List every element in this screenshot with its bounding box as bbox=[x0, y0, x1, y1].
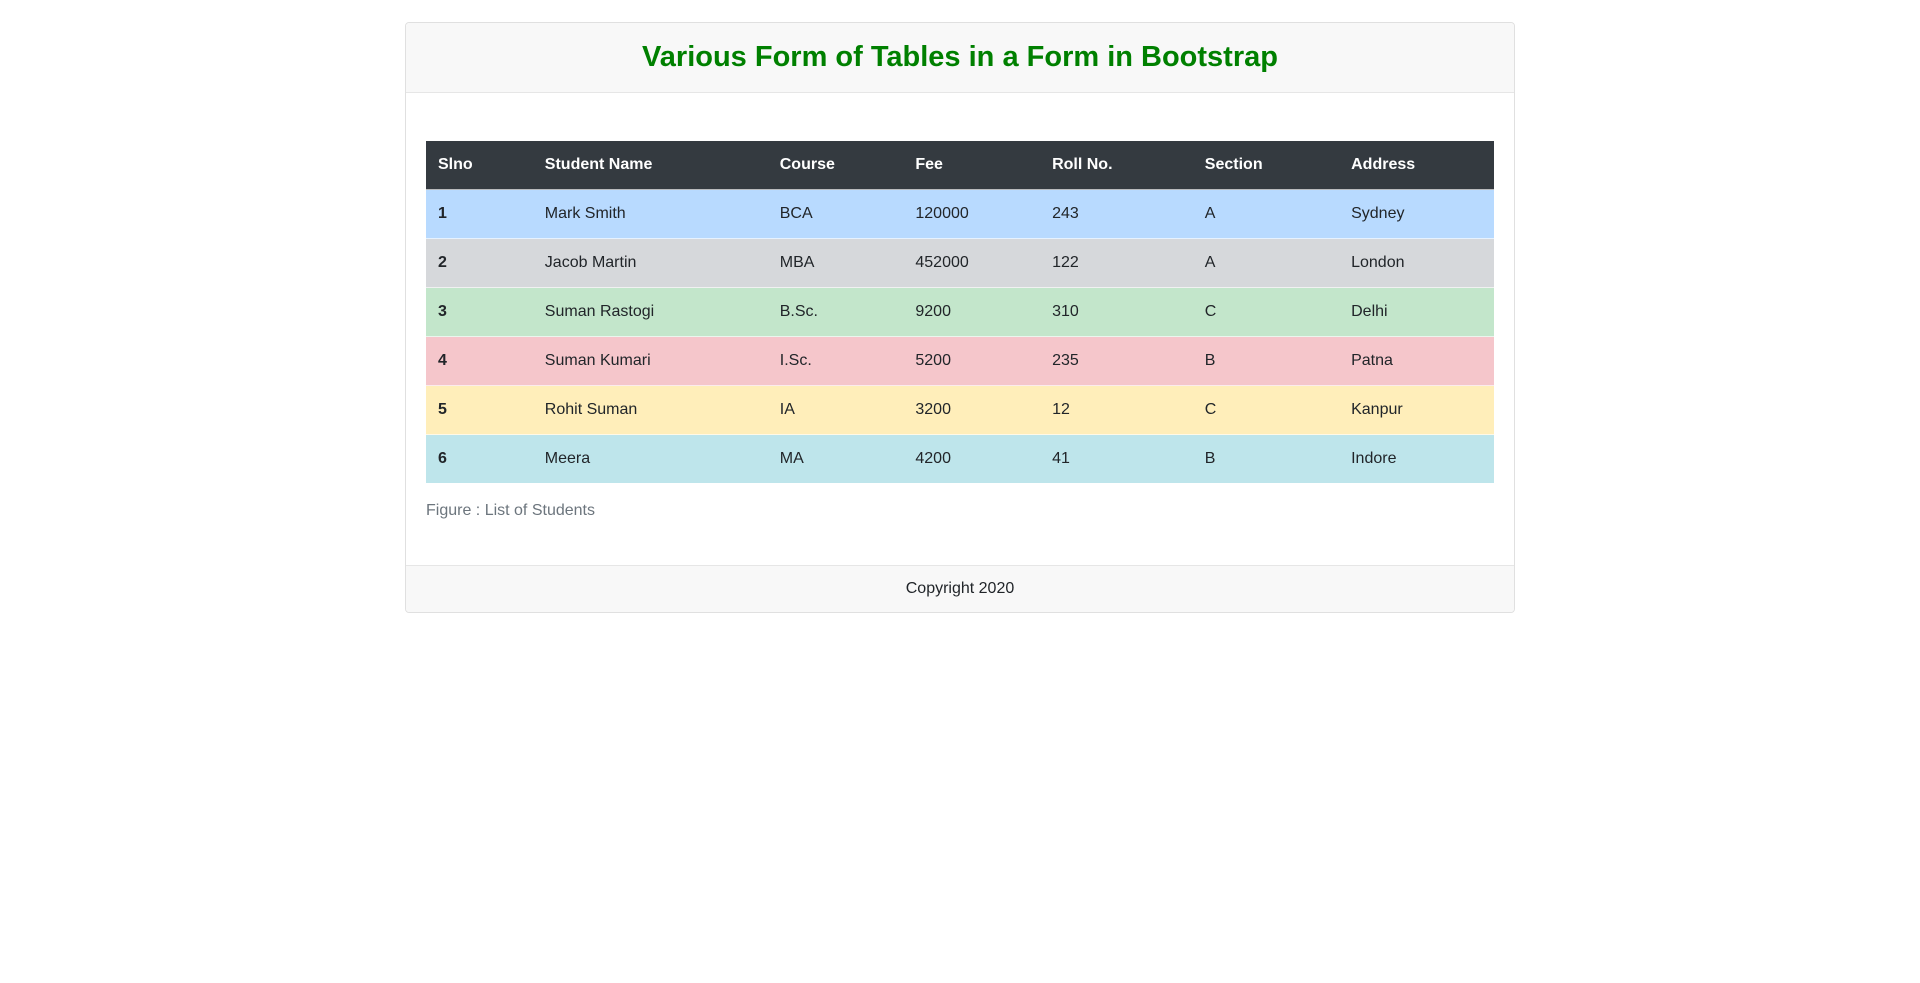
card-footer: Copyright 2020 bbox=[406, 565, 1514, 613]
table-cell-course: I.Sc. bbox=[779, 352, 812, 370]
table-cell-course: BCA bbox=[779, 205, 813, 223]
table-cell-roll: 12 bbox=[1052, 401, 1070, 419]
table-cell-course: MBA bbox=[779, 254, 815, 272]
copyright-text: Copyright 2020 bbox=[905, 580, 1015, 598]
table-row: 3 Suman Rastogi B.Sc. 9200 310 C Delhi bbox=[426, 287, 1494, 337]
table-cell-slno: 5 bbox=[438, 401, 447, 419]
table-row: 1 Mark Smith BCA 120000 243 A Sydney bbox=[426, 189, 1494, 239]
column-header: Student Name bbox=[532, 141, 768, 190]
table-cell-name: Meera bbox=[544, 450, 591, 468]
table-head: Slno Student Name Course Fee Roll No. Section… bbox=[426, 141, 1494, 190]
table-caption: Figure : List of Students bbox=[426, 502, 595, 520]
table-cell-name: Jacob Martin bbox=[544, 254, 637, 272]
table-cell-roll: 243 bbox=[1052, 205, 1079, 223]
table-cell-name: Rohit Suman bbox=[544, 401, 638, 419]
table-cell-slno: 6 bbox=[438, 450, 447, 468]
table-cell-roll: 122 bbox=[1052, 254, 1079, 272]
table-cell-slno: 1 bbox=[438, 205, 447, 223]
table-cell-roll: 235 bbox=[1052, 352, 1079, 370]
students-table: Slno Student Name Course Fee Roll No. Section… bbox=[426, 141, 1494, 484]
table-cell-name: Mark Smith bbox=[544, 205, 626, 223]
table-row: 2 Jacob Martin MBA 452000 122 A London bbox=[426, 238, 1494, 288]
content-card: Various Form of Tables in a Form in Boot… bbox=[405, 22, 1515, 614]
table-cell-slno: 3 bbox=[438, 303, 447, 321]
table-cell-section: C bbox=[1204, 401, 1217, 419]
table-cell-section: C bbox=[1204, 303, 1217, 321]
table-cell-roll: 310 bbox=[1052, 303, 1079, 321]
table-cell-name: Suman Kumari bbox=[544, 352, 651, 370]
table-cell-address: Patna bbox=[1351, 352, 1393, 370]
table-body: 1 Mark Smith BCA 120000 243 A Sydney 2 Jacob Mar… bbox=[426, 189, 1494, 484]
table-cell-course: B.Sc. bbox=[779, 303, 818, 321]
table-cell-name: Suman Rastogi bbox=[544, 303, 655, 321]
table-cell-section: A bbox=[1204, 205, 1216, 223]
table-cell-section: A bbox=[1204, 254, 1216, 272]
table-cell-address: Sydney bbox=[1351, 205, 1405, 223]
table-row: 5 Rohit Suman IA 3200 12 C Kanpur bbox=[426, 385, 1494, 435]
table-cell-fee: 4200 bbox=[915, 450, 951, 468]
table-cell-slno: 2 bbox=[438, 254, 447, 272]
table-cell-address: Indore bbox=[1351, 450, 1397, 468]
column-header: Address bbox=[1339, 141, 1494, 190]
table-cell-roll: 41 bbox=[1052, 450, 1070, 468]
table-cell-fee: 120000 bbox=[915, 205, 969, 223]
table-cell-slno: 4 bbox=[438, 352, 447, 370]
table-cell-section: B bbox=[1204, 450, 1216, 468]
column-header: Section bbox=[1192, 141, 1340, 190]
column-header: Slno bbox=[426, 141, 533, 190]
card-header: Various Form of Tables in a Form in Boot… bbox=[406, 23, 1514, 94]
table-cell-address: Delhi bbox=[1351, 303, 1388, 321]
table-cell-fee: 452000 bbox=[915, 254, 969, 272]
table-cell-address: Kanpur bbox=[1351, 401, 1403, 419]
table-cell-fee: 9200 bbox=[915, 303, 951, 321]
page-title: Various Form of Tables in a Form in Boot… bbox=[642, 41, 1278, 73]
table-cell-course: MA bbox=[779, 450, 804, 468]
table-cell-section: B bbox=[1204, 352, 1216, 370]
card-body: Slno Student Name Course Fee Roll No. Section… bbox=[406, 93, 1514, 566]
column-header: Roll No. bbox=[1040, 141, 1193, 190]
table-cell-fee: 3200 bbox=[915, 401, 951, 419]
table-header-row: Slno Student Name Course Fee Roll No. Section… bbox=[426, 141, 1494, 190]
column-header: Course bbox=[767, 141, 904, 190]
table-row: 4 Suman Kumari I.Sc. 5200 235 B Patna bbox=[426, 336, 1494, 386]
table-cell-course: IA bbox=[779, 401, 795, 419]
table-row: 6 Meera MA 4200 41 B Indore bbox=[426, 434, 1494, 484]
column-header: Fee bbox=[903, 141, 1041, 190]
table-cell-address: London bbox=[1351, 254, 1405, 272]
table-cell-fee: 5200 bbox=[915, 352, 951, 370]
